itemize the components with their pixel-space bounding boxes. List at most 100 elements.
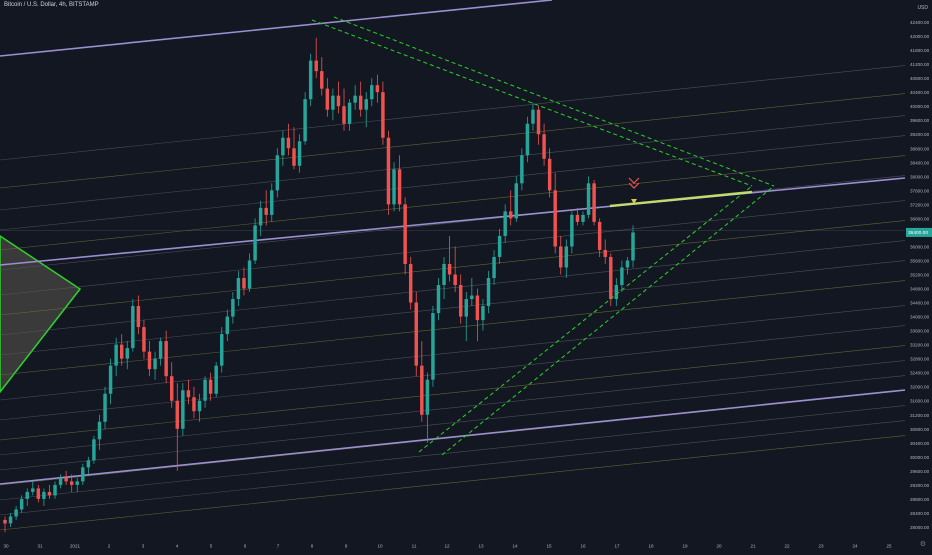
candle-body — [575, 214, 580, 222]
double-chevron-down-icon — [628, 177, 640, 184]
candle-body — [531, 109, 535, 124]
candle-body — [392, 169, 396, 205]
candle-body — [453, 274, 457, 286]
price-tick-label: 34000.00 — [910, 315, 930, 320]
price-tick-label: 31600.00 — [910, 399, 930, 404]
gear-icon[interactable]: ⚙ — [919, 541, 926, 548]
candle-body — [81, 467, 85, 482]
candle-body — [14, 509, 18, 517]
candle-body — [592, 183, 596, 222]
time-tick-label: 21 — [750, 544, 756, 549]
candle-body — [514, 183, 519, 219]
candle-body — [475, 295, 480, 321]
candle-body — [620, 267, 624, 286]
price-tick-label: 42000.00 — [910, 34, 930, 39]
price-tick-label: 41600.00 — [910, 48, 930, 53]
candle-body — [42, 491, 46, 499]
time-axis-background — [0, 541, 932, 550]
double-chevron-down-icon — [628, 182, 640, 189]
candle-body — [342, 106, 346, 124]
triangle-upper-line-a — [311, 19, 753, 187]
time-tick-label: 2 — [108, 544, 111, 549]
candle-body — [547, 158, 552, 191]
price-tick-label: 35600.00 — [910, 258, 930, 263]
price-tick-label: 38800.00 — [910, 146, 930, 151]
candle-body — [614, 285, 619, 300]
price-tick-label: 39600.00 — [910, 118, 930, 123]
time-tick-label: 9 — [345, 544, 348, 549]
candle-body — [403, 204, 407, 264]
candle-body — [520, 155, 524, 184]
candle-body — [153, 358, 157, 370]
candle-body — [247, 260, 252, 289]
candle-body — [225, 316, 230, 335]
fib-line — [0, 305, 906, 401]
candle-body — [119, 344, 124, 359]
candle-body — [603, 249, 607, 257]
candle-body — [158, 341, 163, 359]
price-tick-label: 36800.00 — [910, 216, 930, 221]
currency-label: USD — [917, 5, 928, 11]
candle-body — [292, 148, 296, 166]
candle-body — [397, 169, 402, 205]
price-tick-label: 37200.00 — [910, 202, 930, 207]
time-tick-label: 17 — [614, 544, 620, 549]
time-tick-label: 6 — [244, 544, 247, 549]
candle-body — [420, 365, 424, 415]
fib-line — [0, 435, 906, 531]
time-tick-label: 8 — [311, 544, 314, 549]
time-axis: 30 31 2021 2 3 4 5 6 7 8 9 10 11 12 13 14 15 16 17 18 19 20 21… — [0, 541, 932, 550]
chart-title: Bitcoin / U.S. Dollar, 4h, BITSTAMP — [4, 2, 99, 8]
candle-body — [208, 379, 213, 394]
candle-body — [258, 207, 263, 226]
candle-body — [253, 225, 257, 261]
candle-body — [331, 95, 335, 110]
candle-body — [47, 491, 52, 496]
candle-body — [559, 246, 563, 268]
candle-body — [197, 400, 202, 412]
candle-body — [286, 137, 291, 149]
candle-body — [8, 516, 13, 524]
candle-body — [408, 263, 413, 303]
price-tick-label: 32000.00 — [910, 385, 930, 390]
candle-body — [370, 85, 374, 100]
fib-line — [0, 360, 906, 456]
candle-body — [347, 102, 352, 124]
candle-body — [303, 99, 307, 142]
candle-body — [297, 141, 302, 166]
time-tick-label: 31 — [37, 544, 43, 549]
time-tick-label: 18 — [648, 544, 654, 549]
candle-body — [242, 278, 246, 289]
time-tick-label: 14 — [512, 544, 518, 549]
candle-body — [536, 109, 541, 135]
time-tick-label: 12 — [444, 544, 450, 549]
candle-body — [175, 400, 180, 429]
candle-body — [492, 256, 496, 279]
candle-body — [192, 397, 196, 412]
time-tick-label: 5 — [210, 544, 213, 549]
fib-line — [0, 420, 906, 516]
candle-body — [75, 481, 79, 485]
candle-body — [203, 379, 207, 401]
price-tick-label: 40800.00 — [910, 76, 930, 81]
candle-body — [447, 263, 452, 275]
price-tick-label: 40000.00 — [910, 104, 930, 109]
fib-line — [0, 345, 906, 441]
candle-body — [509, 211, 513, 219]
candle-body — [486, 278, 491, 307]
candle-body — [236, 278, 241, 300]
channel-top-line — [0, 0, 553, 57]
time-tick-label: 3 — [142, 544, 145, 549]
price-tick-label: 40400.00 — [910, 90, 930, 95]
candle-body — [181, 390, 185, 429]
candle-body — [353, 95, 357, 103]
candle-body — [631, 232, 635, 261]
candle-body — [270, 190, 274, 215]
candle-body — [31, 488, 35, 492]
price-axis: 28000.00 28400.00 28800.00 29200.00 29600.00… — [905, 0, 932, 550]
candle-body — [364, 99, 368, 110]
fib-line — [0, 280, 906, 376]
candle-body — [281, 137, 285, 156]
